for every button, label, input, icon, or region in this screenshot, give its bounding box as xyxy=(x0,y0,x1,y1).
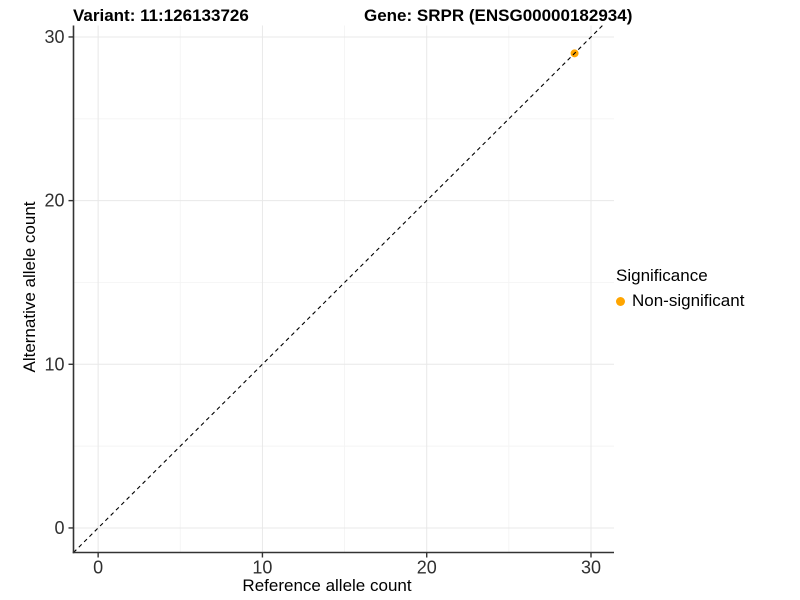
x-axis-label: Reference allele count xyxy=(242,576,412,595)
plot-title-gene: Gene: SRPR (ENSG00000182934) xyxy=(364,6,633,25)
y-tick-label: 10 xyxy=(44,354,64,374)
legend-title: Significance xyxy=(616,266,708,285)
legend: Significance Non-significant xyxy=(616,266,744,311)
y-axis-label: Alternative allele count xyxy=(20,201,39,373)
x-tick-label: 30 xyxy=(581,558,601,578)
y-tick-label: 0 xyxy=(54,518,64,538)
x-tick-label: 20 xyxy=(417,558,437,578)
y-tick-label: 30 xyxy=(44,27,64,47)
identity-line xyxy=(73,25,603,553)
x-tick-label: 10 xyxy=(252,558,272,578)
x-tick-label: 0 xyxy=(93,558,103,578)
plot-title-variant: Variant: 11:126133726 xyxy=(73,6,249,25)
legend-entry: Non-significant xyxy=(616,291,744,311)
legend-entry-label: Non-significant xyxy=(632,291,745,310)
legend-entries: Non-significant xyxy=(616,291,744,311)
y-tick-label: 20 xyxy=(44,191,64,211)
legend-point-icon xyxy=(616,296,625,306)
